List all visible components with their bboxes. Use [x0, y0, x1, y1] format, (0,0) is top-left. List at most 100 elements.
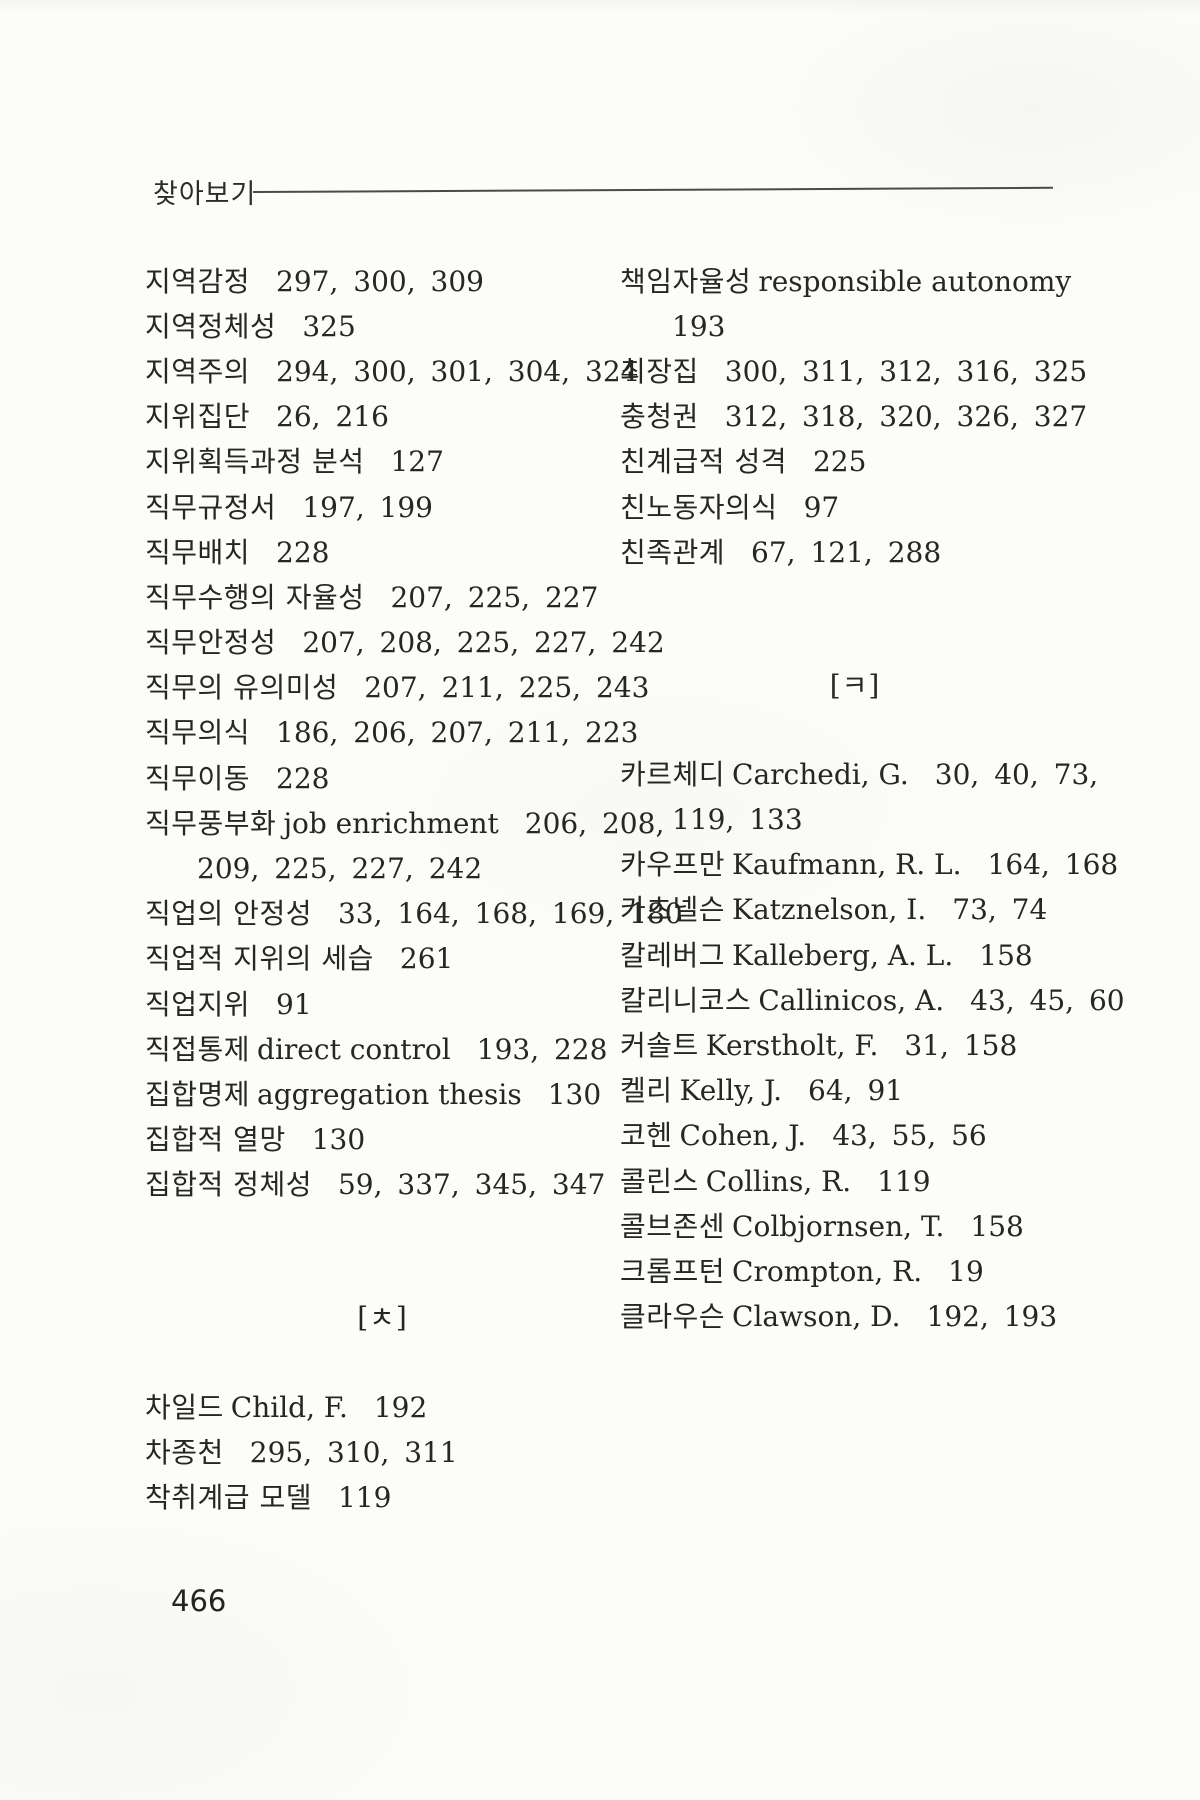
index-latin-name: aggregation thesis [257, 1077, 522, 1111]
page-number: 466 [171, 1584, 227, 1618]
index-page-numbers: 73, 74 [952, 893, 1048, 927]
index-entry-continuation: 193 [620, 304, 1090, 349]
index-page-numbers: 192 [373, 1390, 428, 1424]
index-page-numbers: 295, 310, 311 [249, 1435, 458, 1469]
index-entry: 직무풍부화 job enrichment 206, 208, [145, 801, 664, 846]
index-term: 직무의 유의미성 [145, 671, 339, 705]
index-term: 커솔트 [620, 1029, 699, 1063]
index-entry: 지위획득과정 분석 127 [145, 440, 620, 485]
index-term: 집합명제 [145, 1077, 251, 1111]
index-term: 직무풍부화 [145, 806, 277, 840]
index-latin-name: Cohen, J. [679, 1119, 807, 1153]
index-page-numbers: 193 [672, 309, 726, 343]
index-entry: 코헨 Cohen, J. 43, 55, 56 [620, 1114, 1090, 1159]
index-column-right: 책임자율성 responsible autonomy 193 최장집 300, 311,… [620, 259, 1125, 1340]
index-entry: 친노동자의식 97 [620, 485, 1090, 530]
index-term: 책임자율성 [620, 264, 752, 298]
index-entry: 지역주의 294, 300, 301, 304, 324 [145, 349, 638, 394]
index-page-numbers: 97 [803, 490, 840, 524]
index-page-numbers: 91 [276, 987, 312, 1021]
index-latin-name: Colbjornsen, T. [732, 1209, 945, 1243]
section-header: [ㅊ] [357, 1301, 408, 1335]
index-entry: 지역정체성 325 [145, 304, 620, 349]
index-page-numbers: 294, 300, 301, 304, 324 [276, 354, 639, 388]
index-entry: 커솔트 Kerstholt, F. 31, 158 [620, 1023, 1090, 1068]
index-term: 카르체디 [620, 757, 726, 791]
index-page-numbers: 207, 211, 225, 243 [364, 671, 650, 705]
index-entry: 클라우슨 Clawson, D. 192, 193 [620, 1295, 1090, 1340]
index-term: 차종천 [145, 1435, 224, 1469]
index-term: 최장집 [620, 354, 699, 388]
index-entry: 차종천 295, 310, 311 [145, 1430, 620, 1475]
index-columns: 지역감정 297, 300, 309 지역정체성 325 지역주의 294, 300, 3… [145, 259, 1125, 1521]
index-entry: 지역감정 297, 300, 309 [145, 259, 620, 304]
index-term: 친노동자의식 [620, 490, 778, 524]
index-latin-name: Katznelson, I. [732, 893, 927, 927]
index-page-numbers: 197, 199 [302, 490, 433, 524]
index-page-numbers: 186, 206, 207, 211, 223 [276, 716, 639, 750]
index-entry: 카르체디 Carchedi, G. 30, 40, 73, [620, 752, 1098, 797]
index-page-numbers: 30, 40, 73, [934, 757, 1099, 791]
index-latin-name: Kerstholt, F. [705, 1029, 879, 1063]
index-entry: 지위집단 26, 216 [145, 395, 620, 440]
index-page-numbers: 158 [979, 938, 1033, 972]
index-entry: 칼레버그 Kalleberg, A. L. 158 [620, 933, 1090, 978]
index-entry: 직업적 지위의 세습 261 [145, 937, 620, 982]
index-page-numbers: 312, 318, 320, 326, 327 [724, 400, 1088, 434]
index-term: 착취계급 모델 [145, 1480, 312, 1514]
index-page-numbers: 164, 168 [987, 848, 1119, 882]
index-latin-name: responsible autonomy [758, 264, 1072, 298]
index-page-numbers: 64, 91 [808, 1074, 904, 1108]
index-page-numbers: 207, 225, 227 [390, 580, 599, 614]
index-page-numbers: 300, 311, 312, 316, 325 [724, 354, 1088, 388]
index-entry: 집합적 정체성 59, 337, 345, 347 [145, 1163, 620, 1208]
index-entry: 직접통제 direct control 193, 228 [145, 1027, 620, 1072]
index-page-numbers: 130 [547, 1077, 602, 1111]
index-entry: 집합적 열망 130 [145, 1118, 620, 1163]
index-page-numbers: 228 [276, 761, 330, 795]
index-entry-continuation: 209, 225, 227, 242 [145, 846, 620, 891]
index-term: 켈리 [620, 1074, 673, 1108]
index-term: 카츠넬슨 [620, 893, 726, 927]
index-term: 직무의식 [145, 716, 251, 750]
index-term: 직업적 지위의 세습 [145, 942, 374, 976]
index-entry: 직업의 안정성 33, 164, 168, 169, 180 [145, 892, 683, 937]
index-entry: 친족관계 67, 121, 288 [620, 530, 1090, 575]
index-page-numbers: 130 [311, 1123, 366, 1157]
index-term: 지역정체성 [145, 309, 277, 343]
index-term: 직업의 안정성 [145, 897, 312, 931]
index-page-numbers: 206, 208, [524, 806, 665, 840]
index-latin-name: Carchedi, G. [732, 757, 909, 791]
index-entry: 착취계급 모델 119 [145, 1475, 620, 1520]
index-page-numbers: 119 [877, 1164, 931, 1198]
index-term: 지역감정 [145, 264, 251, 298]
index-entry: 충청권 312, 318, 320, 326, 327 [620, 395, 1090, 440]
index-entry: 직무이동 228 [145, 756, 620, 801]
index-term: 클라우슨 [620, 1300, 726, 1334]
index-entry: 차일드 Child, F. 192 [145, 1385, 620, 1430]
index-page-numbers: 192, 193 [926, 1300, 1058, 1334]
index-entry: 최장집 300, 311, 312, 316, 325 [620, 349, 1090, 394]
index-term: 직접통제 [145, 1032, 251, 1066]
index-entry: 직무안정성 207, 208, 225, 227, 242 [145, 621, 665, 666]
index-entry: 크롬프턴 Crompton, R. 19 [620, 1249, 1090, 1294]
index-latin-name: Kalleberg, A. L. [732, 938, 954, 972]
index-page-numbers: 119 [337, 1480, 392, 1514]
index-page-numbers: 225 [812, 445, 867, 479]
index-entry-continuation: 119, 133 [620, 798, 1090, 843]
index-term: 친계급적 성격 [620, 445, 787, 479]
index-term: 칼리니코스 [620, 983, 752, 1017]
index-page-numbers: 33, 164, 168, 169, 180 [337, 897, 683, 931]
index-latin-name: Collins, R. [705, 1164, 852, 1198]
index-term: 친족관계 [620, 535, 726, 569]
page-header-title: 찾아보기 [153, 179, 257, 210]
index-entry: 카츠넬슨 Katznelson, I. 73, 74 [620, 888, 1090, 933]
index-entry: 콜린스 Collins, R. 119 [620, 1159, 1090, 1204]
index-page-numbers: 119, 133 [672, 803, 803, 837]
index-term: 직무안정성 [145, 626, 277, 660]
index-term: 콜린스 [620, 1164, 699, 1198]
index-term: 집합적 정체성 [145, 1168, 312, 1202]
index-entry: 직무규정서 197, 199 [145, 485, 620, 530]
index-entry: 친계급적 성격 225 [620, 440, 1090, 485]
